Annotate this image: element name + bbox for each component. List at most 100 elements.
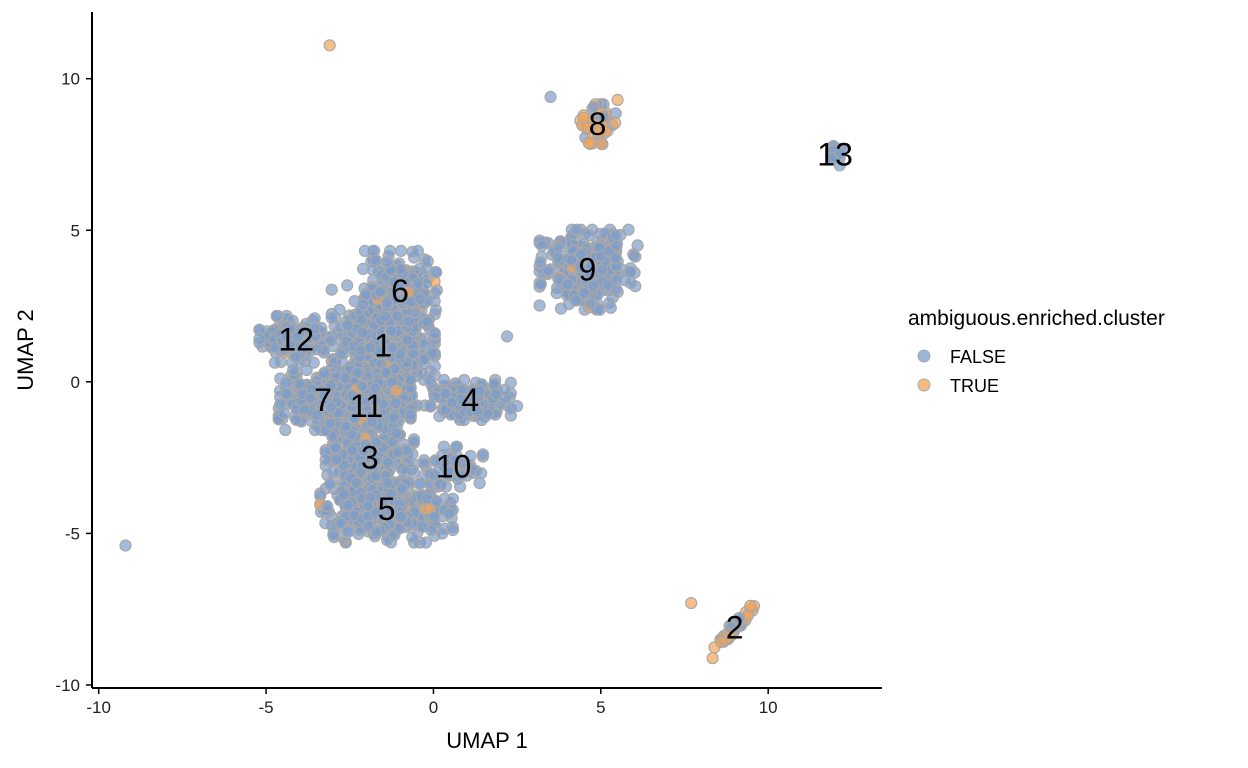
data-point-cluster-3	[329, 441, 342, 454]
x-axis-title: UMAP 1	[446, 728, 528, 753]
data-point-cluster-1	[334, 348, 348, 361]
data-point-cluster-7	[308, 423, 322, 437]
data-point-cluster-6	[370, 254, 383, 267]
data-point-cluster-6	[383, 244, 397, 257]
data-point-cluster-1	[325, 283, 338, 296]
data-point-cluster-5	[334, 517, 348, 530]
data-point-cluster-5	[324, 478, 337, 491]
data-point-cluster-9	[609, 252, 622, 265]
data-point-cluster-4	[481, 407, 494, 420]
data-point-cluster-5	[338, 488, 351, 501]
data-point-cluster-6	[414, 292, 427, 306]
x-tick-label: -5	[259, 698, 274, 717]
data-point-cluster-6	[411, 244, 424, 257]
data-point-outlier	[631, 239, 644, 252]
data-point-cluster-7	[304, 391, 317, 405]
data-point-cluster-4	[498, 383, 511, 396]
cluster-label-2: 2	[726, 609, 744, 645]
data-point-cluster-3	[327, 465, 340, 478]
data-point-cluster-12	[298, 341, 311, 354]
data-point-cluster-4	[437, 373, 451, 387]
data-point-outlier	[611, 93, 624, 107]
data-point-cluster-5	[339, 536, 352, 549]
data-point-cluster-11	[380, 366, 393, 379]
data-point-cluster-9	[542, 264, 555, 277]
data-point-cluster-6	[411, 277, 425, 290]
data-point-cluster-10	[476, 448, 490, 461]
data-point-cluster-5	[396, 482, 409, 495]
data-point-cluster-7	[279, 423, 292, 437]
data-point-cluster-12	[270, 309, 283, 323]
cluster-label-12: 12	[278, 321, 314, 357]
data-point-cluster-4	[439, 387, 452, 400]
data-point-cluster-5	[425, 523, 438, 537]
data-point-cluster-9	[582, 229, 596, 242]
data-point-cluster-1	[428, 327, 441, 340]
x-tick-label: -10	[86, 698, 111, 717]
data-point-cluster-1	[401, 333, 414, 346]
cluster-label-13: 13	[817, 137, 853, 173]
data-point-outlier	[544, 90, 557, 104]
data-point-cluster-7	[290, 413, 303, 426]
x-tick-label: 5	[596, 698, 605, 717]
data-point-cluster-1	[341, 319, 354, 332]
data-point-cluster-11	[318, 367, 331, 380]
cluster-label-11: 11	[350, 388, 383, 424]
data-point-cluster-5	[436, 527, 449, 540]
data-point-cluster-12	[307, 356, 320, 369]
data-point-cluster-9	[570, 223, 583, 236]
data-point-cluster-5	[443, 507, 456, 520]
legend-entry-false: FALSE	[917, 347, 1006, 367]
data-point-cluster-7	[293, 377, 306, 391]
data-point-cluster-9	[577, 287, 591, 300]
cluster-label-4: 4	[461, 382, 479, 418]
cluster-label-1: 1	[374, 328, 392, 364]
data-point-cluster-9	[595, 263, 609, 276]
data-point-cluster-6	[357, 298, 370, 311]
data-point-cluster-9	[627, 249, 641, 262]
data-point-cluster-1	[341, 279, 354, 292]
data-point-outlier	[119, 539, 132, 552]
x-tick-label: 10	[759, 698, 778, 717]
data-point-cluster-3	[319, 453, 332, 466]
data-point-cluster-10	[473, 477, 486, 490]
y-tick-label: 0	[71, 373, 80, 392]
data-point-cluster-12	[253, 332, 266, 345]
cluster-label-10: 10	[436, 449, 472, 485]
data-point-cluster-10	[418, 457, 431, 470]
data-point-cluster-12	[280, 330, 293, 343]
y-axis-title: UMAP 2	[13, 309, 38, 391]
data-point-cluster-3	[407, 435, 421, 448]
data-point-cluster-1	[386, 341, 399, 354]
data-point-cluster-12	[289, 350, 302, 363]
data-point-cluster-7	[300, 363, 313, 377]
data-point-cluster-5	[361, 500, 375, 513]
data-point-cluster-9	[550, 287, 563, 300]
data-point-cluster-12	[324, 334, 337, 347]
y-tick-label: -10	[55, 676, 80, 695]
data-point-cluster-6	[402, 286, 415, 299]
data-point-cluster-7	[310, 408, 324, 421]
data-point-cluster-1	[428, 360, 441, 373]
cluster-label-8: 8	[589, 106, 607, 142]
data-point-cluster-7	[280, 387, 293, 400]
data-point-cluster-9	[624, 265, 637, 278]
cluster-label-3: 3	[361, 440, 379, 476]
data-point-cluster-11	[339, 372, 352, 385]
data-point-cluster-3	[390, 427, 403, 440]
data-point-cluster-3	[324, 417, 337, 430]
data-point-outlier	[323, 39, 336, 52]
data-point-cluster-6	[359, 288, 373, 301]
data-point-outlier	[510, 400, 524, 413]
data-point-cluster-9	[552, 272, 565, 285]
cluster-label-7: 7	[314, 382, 332, 418]
data-point-cluster-1	[356, 326, 369, 339]
data-point-cluster-5	[446, 523, 459, 537]
data-point-cluster-1	[325, 311, 338, 324]
data-point-cluster-6	[394, 244, 408, 257]
data-point-cluster-6	[381, 255, 394, 268]
data-point-cluster-6	[358, 244, 371, 257]
legend-title: ambiguous.enriched.cluster	[908, 307, 1165, 330]
y-tick-label: 10	[61, 70, 80, 89]
data-point-cluster-6	[379, 310, 392, 323]
